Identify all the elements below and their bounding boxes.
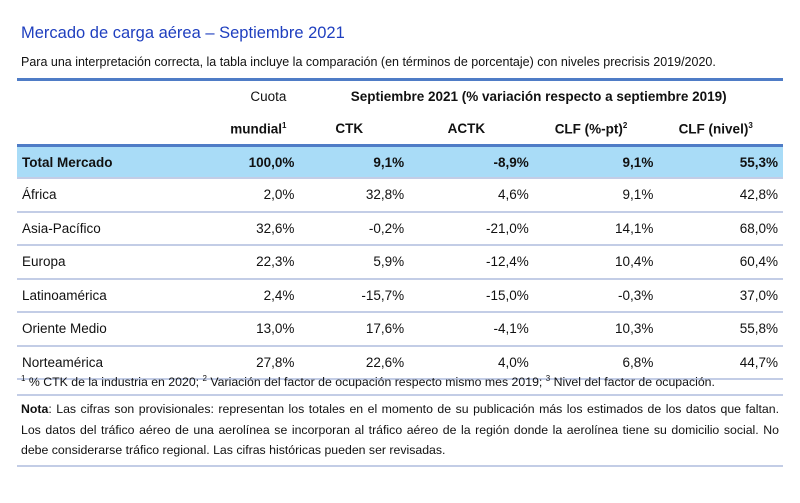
cell-clf-pt: 14,1% [528,211,654,246]
cell-ctk: 17,6% [294,312,405,347]
cell-region: África [17,178,192,213]
cell-clf-nivel: 55,3% [653,145,783,179]
header-cuota-text: mundial [230,121,282,136]
table-row: África 2,0% 32,8% 4,6% 9,1% 42,8% [17,178,783,213]
header-empty [17,81,192,113]
footnote-2-text: Variación del factor de ocupación respec… [206,375,546,390]
header-clf-pt-text: CLF (%-pt) [554,121,623,136]
table-row: Latinoamérica 2,4% -15,7% -15,0% -0,3% 37,0% [17,278,783,313]
table-row: Asia-Pacífico 32,6% -0,2% -21,0% 14,1% 68,0% [17,211,783,246]
header-cuota-line2: mundial1 [191,112,295,147]
cell-region: Europa [17,245,192,280]
header-clf-nivel-text: CLF (nivel) [678,121,749,136]
cell-region: Latinoamérica [17,278,192,313]
header-actk: ACTK [404,112,529,147]
cell-region: Asia-Pacífico [17,211,192,246]
cell-cuota: 22,3% [191,245,295,280]
cell-ctk: -15,7% [294,278,405,313]
cell-clf-pt: 10,4% [528,245,654,280]
page-title: Mercado de carga aérea – Septiembre 2021 [21,24,345,42]
footnote-1-marker: 1 [21,374,26,383]
cell-ctk: 22,6% [294,345,405,380]
cell-cuota: 100,0% [191,145,295,179]
footnote-ref-1: 1 [281,120,287,130]
table-row: Europa 22,3% 5,9% -12,4% 10,4% 60,4% [17,245,783,280]
header-group-label: Septiembre 2021 (% variación respecto a … [350,89,727,105]
cell-clf-nivel: 37,0% [653,278,783,313]
note-text: : Las cifras son provisionales: represen… [21,402,779,457]
footnote-ref-2: 2 [622,120,628,130]
cell-ctk: -0,2% [294,211,405,246]
header-empty [17,112,192,147]
header-clf-pt: CLF (%-pt)2 [528,112,654,147]
cell-region: Total Mercado [17,145,192,179]
cell-actk: 4,0% [404,345,529,380]
cell-cuota: 2,0% [191,178,295,213]
cell-clf-nivel: 42,8% [653,178,783,213]
header-row-1: Cuota Septiembre 2021 (% variación respe… [17,81,783,113]
cell-clf-pt: 9,1% [528,178,654,213]
cell-cuota: 13,0% [191,312,295,347]
table-row: Oriente Medio 13,0% 17,6% -4,1% 10,3% 55,8% [17,312,783,347]
total-row: Total Mercado 100,0% 9,1% -8,9% 9,1% 55,… [17,145,783,179]
cell-cuota: 27,8% [191,345,295,380]
cell-actk: -12,4% [404,245,529,280]
footnote-3-marker: 3 [545,374,551,383]
cell-ctk: 32,8% [294,178,405,213]
header-row-2: mundial1 CTK ACTK CLF (%-pt)2 CLF (nivel… [17,112,783,147]
cell-clf-nivel: 68,0% [653,211,783,246]
cargo-market-table: Cuota Septiembre 2021 (% variación respe… [17,81,783,380]
cell-clf-nivel: 55,8% [653,312,783,347]
subtitle: Para una interpretación correcta, la tab… [21,55,716,69]
footnote-3-text: Nivel del factor de ocupación. [550,375,715,390]
footnotes: 1 % CTK de la industria en 2020; 2 Varia… [17,367,783,397]
cell-clf-nivel: 60,4% [653,245,783,280]
cell-clf-pt: 6,8% [528,345,654,380]
cell-actk: -4,1% [404,312,529,347]
footnote-ref-3: 3 [748,120,753,130]
header-cuota-line1: Cuota [250,89,287,105]
cell-region: Norteamérica [17,345,192,380]
cell-ctk: 9,1% [294,145,405,179]
table-row: Norteamérica 27,8% 22,6% 4,0% 6,8% 44,7% [17,345,783,380]
cell-actk: -8,9% [404,145,529,179]
cell-ctk: 5,9% [294,245,405,280]
cell-clf-pt: -0,3% [528,278,654,313]
cell-clf-nivel: 44,7% [653,345,783,380]
cell-cuota: 32,6% [191,211,295,246]
cell-cuota: 2,4% [191,278,295,313]
cell-region: Oriente Medio [17,312,192,347]
cell-actk: 4,6% [404,178,529,213]
note-label: Nota [21,402,49,416]
cell-actk: -15,0% [404,278,529,313]
footnote-2-marker: 2 [202,374,207,383]
header-clf-nivel: CLF (nivel)3 [653,112,783,147]
footnote-1-text: % CTK de la industria en 2020; [25,375,203,390]
cell-clf-pt: 9,1% [528,145,654,179]
header-ctk: CTK [294,112,405,147]
note-paragraph: Nota: Las cifras son provisionales: repr… [17,397,783,467]
cell-actk: -21,0% [404,211,529,246]
cell-clf-pt: 10,3% [528,312,654,347]
table-top-rule [17,78,783,81]
